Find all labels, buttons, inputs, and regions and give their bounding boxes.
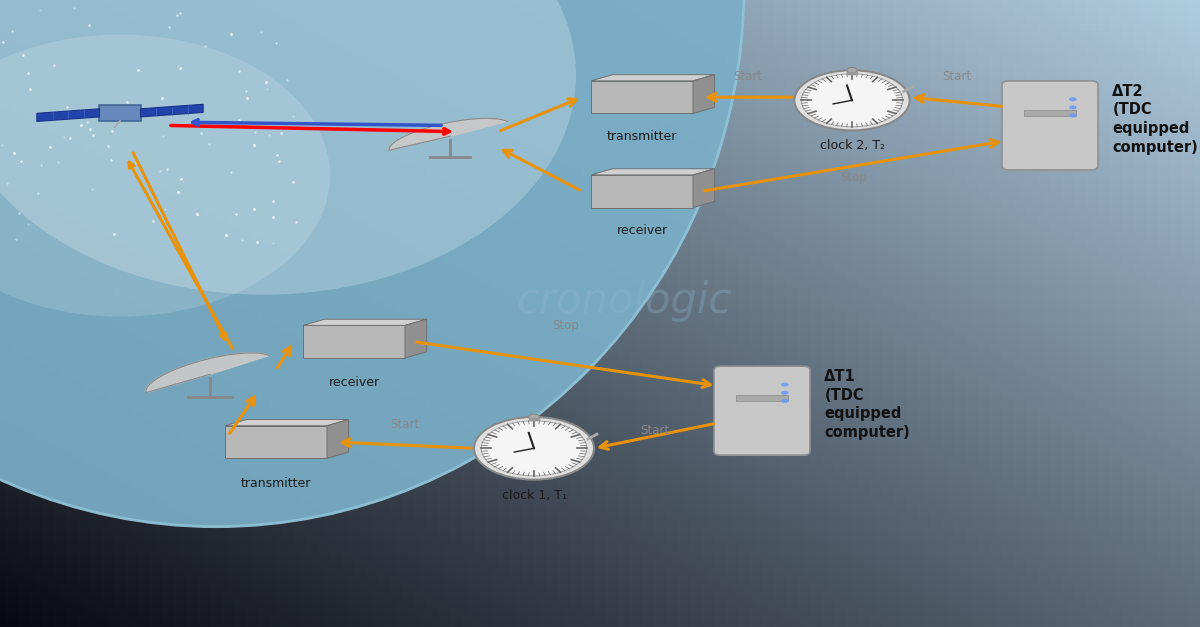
Ellipse shape <box>0 0 744 527</box>
Bar <box>736 395 788 401</box>
Bar <box>100 105 140 121</box>
Polygon shape <box>226 426 326 458</box>
Polygon shape <box>140 104 203 117</box>
Circle shape <box>781 399 788 403</box>
Circle shape <box>1069 105 1076 110</box>
Polygon shape <box>694 169 715 208</box>
Polygon shape <box>302 325 404 358</box>
Polygon shape <box>404 319 427 358</box>
Text: clock 1, T₁: clock 1, T₁ <box>502 489 566 502</box>
Circle shape <box>794 70 910 130</box>
Polygon shape <box>592 169 715 175</box>
Text: clock 2, T₂: clock 2, T₂ <box>820 139 884 152</box>
FancyBboxPatch shape <box>714 366 810 455</box>
Polygon shape <box>226 419 349 426</box>
Text: transmitter: transmitter <box>607 130 677 143</box>
Bar <box>1024 110 1076 115</box>
Text: receiver: receiver <box>617 224 667 237</box>
Circle shape <box>474 417 594 480</box>
Circle shape <box>481 421 587 476</box>
Circle shape <box>529 414 540 420</box>
FancyBboxPatch shape <box>1002 81 1098 170</box>
Polygon shape <box>592 81 694 113</box>
Circle shape <box>781 382 788 387</box>
Polygon shape <box>592 75 715 81</box>
Ellipse shape <box>0 0 576 295</box>
Polygon shape <box>592 175 694 208</box>
Text: Stop: Stop <box>840 171 866 184</box>
Polygon shape <box>146 353 269 393</box>
Text: Start: Start <box>641 424 670 437</box>
Text: receiver: receiver <box>329 376 379 389</box>
Text: ΔT1
(TDC
equipped
computer): ΔT1 (TDC equipped computer) <box>824 369 910 440</box>
Text: Stop: Stop <box>552 319 578 332</box>
Circle shape <box>1069 113 1076 118</box>
Text: ΔT2
(TDC
equipped
computer): ΔT2 (TDC equipped computer) <box>1112 84 1198 154</box>
Polygon shape <box>37 109 100 122</box>
Text: Start: Start <box>733 70 763 83</box>
Ellipse shape <box>0 34 330 317</box>
Text: cronologic: cronologic <box>516 280 732 322</box>
Polygon shape <box>694 75 715 113</box>
Polygon shape <box>302 319 427 325</box>
Circle shape <box>802 74 902 127</box>
Text: transmitter: transmitter <box>241 477 311 490</box>
Polygon shape <box>389 119 508 150</box>
Polygon shape <box>326 419 349 458</box>
Text: Start: Start <box>942 70 972 83</box>
Circle shape <box>781 391 788 395</box>
Text: Start: Start <box>390 418 420 431</box>
Circle shape <box>1069 97 1076 102</box>
Circle shape <box>847 68 857 73</box>
